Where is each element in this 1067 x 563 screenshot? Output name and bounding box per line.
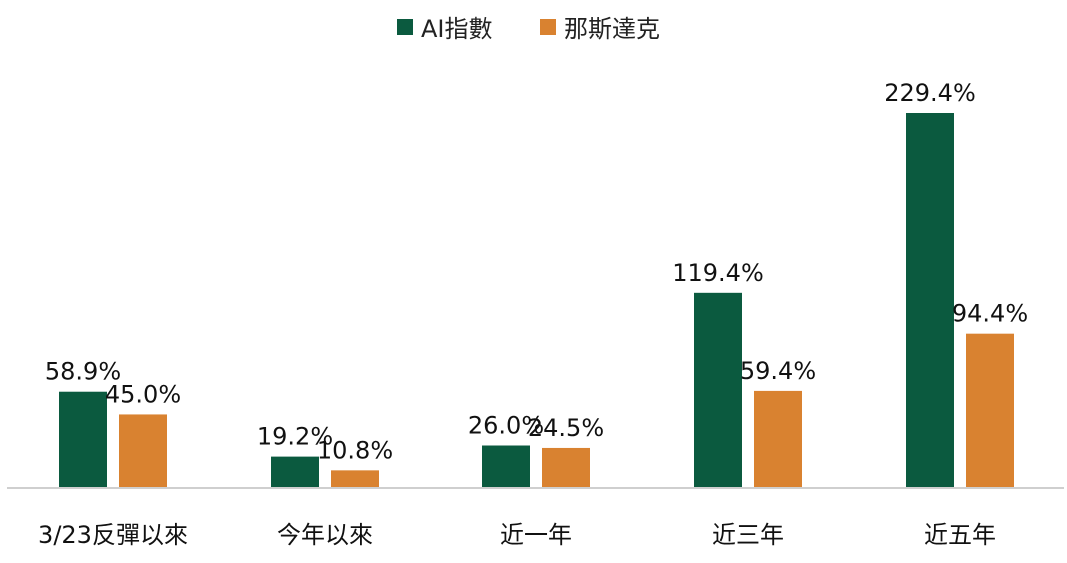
ai-index-bar: [694, 292, 742, 488]
x-axis-labels: 3/23反彈以來 今年以來 近一年 近三年 近五年: [38, 521, 996, 549]
x-axis-tick-label: 近三年: [712, 521, 784, 549]
nasdaq-bar: [754, 390, 802, 488]
x-axis-tick-label: 3/23反彈以來: [38, 521, 188, 549]
ai-index-bar: [482, 445, 530, 488]
legend-label-ai-index: AI指數: [421, 15, 493, 43]
nasdaq-data-label: 94.4%: [952, 300, 1028, 328]
ai-index-data-label: 229.4%: [884, 79, 976, 107]
x-axis-tick-label: 近五年: [924, 521, 996, 549]
nasdaq-data-label: 24.5%: [528, 414, 604, 442]
legend-swatch-nasdaq: [540, 19, 556, 35]
legend-label-nasdaq: 那斯達克: [564, 15, 660, 43]
nasdaq-bar: [331, 470, 379, 488]
ai-index-bar: [59, 391, 107, 488]
ai-index-data-label: 58.9%: [45, 358, 121, 386]
plot-area: 58.9%45.0% 19.2%10.8% 26.0%24.5% 119.4% 59.4…: [45, 79, 1028, 488]
nasdaq-data-label: 45.0%: [105, 380, 181, 408]
nasdaq-bar: [542, 447, 590, 488]
ai-index-bar: [271, 456, 319, 488]
nasdaq-data-label: 10.8%: [317, 436, 393, 464]
legend-swatch-ai-index: [397, 19, 413, 35]
nasdaq-data-label: 59.4%: [740, 357, 816, 385]
ai-index-data-label: 26.0%: [468, 412, 544, 440]
ai-index-data-label: 119.4%: [672, 259, 764, 287]
legend: AI指數 那斯達克: [397, 15, 660, 43]
x-axis-tick-label: 近一年: [500, 521, 572, 549]
nasdaq-bar: [119, 414, 167, 488]
ai-index-data-label: 19.2%: [257, 423, 333, 451]
ai-index-bar: [906, 113, 954, 488]
x-axis-tick-label: 今年以來: [277, 521, 373, 549]
nasdaq-bar: [966, 333, 1014, 488]
